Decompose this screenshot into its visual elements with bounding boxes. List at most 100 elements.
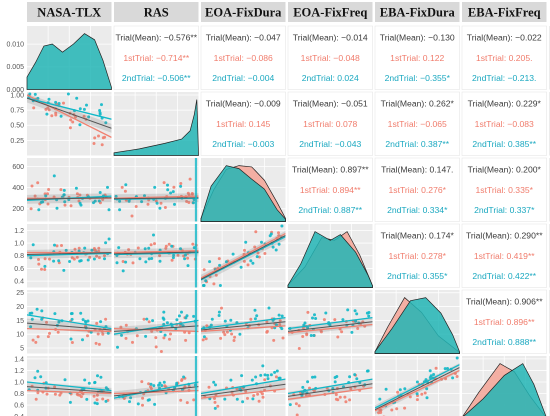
point-1sttrial <box>212 282 216 286</box>
point-2ndtrial <box>174 327 178 331</box>
correlation-second: 2ndTrial: 0.888** <box>472 337 536 347</box>
point-1sttrial <box>223 333 227 337</box>
point-1sttrial <box>82 114 86 118</box>
point-1sttrial <box>185 401 189 405</box>
point-2ndtrial <box>251 397 255 401</box>
correlation-first: 1stTrial: −0.086 <box>214 53 273 63</box>
correlation-panel <box>200 25 286 90</box>
point-1sttrial <box>338 395 342 399</box>
point-2ndtrial <box>57 259 61 263</box>
point-2ndtrial <box>147 246 151 250</box>
column-header-bg <box>27 2 112 22</box>
point-1sttrial <box>336 398 340 402</box>
correlation-first: 1stTrial: 0.278* <box>389 251 447 261</box>
scatter-panel <box>375 356 460 416</box>
trend-line-1sttrial <box>27 328 112 333</box>
correlation-mean: Trial(Mean): −0.014 <box>293 32 368 42</box>
point-2ndtrial <box>346 308 350 312</box>
point-1sttrial <box>92 394 96 398</box>
correlation-mean: Trial(Mean): 0.262* <box>381 98 455 108</box>
correlation-panel <box>374 157 460 222</box>
point-1sttrial <box>205 324 209 328</box>
point-1sttrial <box>336 335 340 339</box>
trend-line-mean <box>27 322 112 331</box>
point-2ndtrial <box>43 264 47 268</box>
point-2ndtrial <box>443 367 447 371</box>
point-2ndtrial <box>184 253 187 257</box>
point-1sttrial <box>214 273 218 277</box>
point-1sttrial <box>97 256 101 260</box>
point-2ndtrial <box>40 309 44 313</box>
point-1sttrial <box>146 202 150 206</box>
point-2ndtrial <box>171 256 175 260</box>
density-curve-2ndtrial <box>26 33 112 90</box>
point-1sttrial <box>187 331 191 335</box>
point-1sttrial <box>58 393 62 397</box>
column-header: NASA-TLX <box>37 6 101 20</box>
point-2ndtrial <box>62 188 66 192</box>
point-1sttrial <box>219 336 223 340</box>
point-2ndtrial <box>179 247 182 251</box>
point-2ndtrial <box>171 190 175 194</box>
correlation-first: 1stTrial: 0.419** <box>474 251 535 261</box>
column-header-bg <box>114 2 199 22</box>
point-2ndtrial <box>33 376 37 380</box>
scatter-panel <box>201 306 286 342</box>
point-1sttrial <box>395 407 399 411</box>
point-1sttrial <box>297 347 301 350</box>
point-1sttrial <box>62 101 65 105</box>
y-tick-label: 1.0 <box>14 379 24 386</box>
point-2ndtrial <box>78 107 82 111</box>
point-2ndtrial <box>182 375 186 379</box>
point-2ndtrial <box>153 402 157 406</box>
correlation-first: 1stTrial: −0.714** <box>123 53 189 63</box>
point-1sttrial <box>48 331 51 335</box>
point-1sttrial <box>70 341 74 344</box>
y-tick-label: 5 <box>20 345 24 352</box>
correlation-second: 2ndTrial: −0.506** <box>122 73 191 83</box>
density-curve-2ndtrial <box>113 99 199 156</box>
correlation-second: 2ndTrial: 0.387** <box>385 139 449 149</box>
trend-line-mean <box>288 383 373 397</box>
point-1sttrial <box>308 386 311 390</box>
point-2ndtrial <box>365 311 369 315</box>
point-2ndtrial <box>158 206 162 210</box>
point-2ndtrial <box>55 206 59 210</box>
point-2ndtrial <box>238 332 242 336</box>
point-2ndtrial <box>96 374 99 378</box>
point-2ndtrial <box>425 396 429 400</box>
point-2ndtrial <box>144 334 148 338</box>
point-2ndtrial <box>150 257 154 260</box>
correlation-second: 2ndTrial: −0.003 <box>212 139 274 149</box>
point-2ndtrial <box>229 318 233 322</box>
point-2ndtrial <box>70 317 74 321</box>
point-2ndtrial <box>328 323 332 327</box>
point-2ndtrial <box>147 257 151 261</box>
point-2ndtrial <box>140 200 144 204</box>
point-2ndtrial <box>97 199 101 203</box>
scatter-panel <box>27 307 112 346</box>
point-2ndtrial <box>158 248 162 252</box>
correlation-panel <box>287 91 373 156</box>
point-1sttrial <box>390 408 394 412</box>
point-1sttrial <box>95 321 99 325</box>
point-2ndtrial <box>251 261 255 265</box>
point-2ndtrial <box>37 208 41 212</box>
point-2ndtrial <box>74 186 78 190</box>
point-2ndtrial <box>145 317 149 321</box>
y-tick-label: 1.4 <box>14 356 24 363</box>
correlation-first: 1stTrial: 0.276* <box>389 185 447 195</box>
trend-line-2ndtrial <box>27 252 112 257</box>
y-tick-label: 0.6 <box>14 266 24 273</box>
point-1sttrial <box>263 378 267 382</box>
point-1sttrial <box>40 267 43 271</box>
point-1sttrial <box>60 244 63 247</box>
point-1sttrial <box>59 188 63 192</box>
point-2ndtrial <box>311 316 314 320</box>
scatter-panel <box>114 290 199 354</box>
point-1sttrial <box>322 318 326 322</box>
correlation-second: 2ndTrial: −0.004 <box>212 73 274 83</box>
point-2ndtrial <box>208 260 212 264</box>
point-1sttrial <box>301 335 305 338</box>
point-2ndtrial <box>269 232 273 236</box>
